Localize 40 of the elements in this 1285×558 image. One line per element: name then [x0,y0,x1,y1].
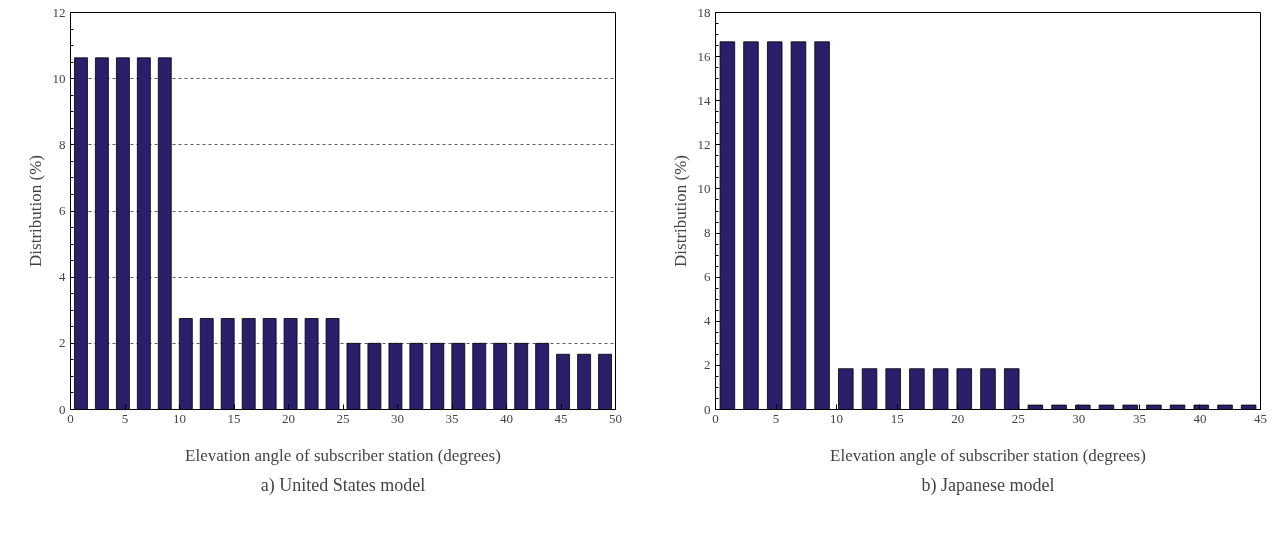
y-axis-title: Distribution (%) [670,155,690,267]
y-tick-label: 12 [697,136,711,152]
y-tick-label: 2 [704,357,711,373]
x-tick-label: 45 [554,410,568,426]
y-tick-label: 6 [59,203,66,218]
x-tick-label: 30 [391,410,404,426]
y-tick-label: 10 [52,70,66,86]
x-tick-label: 15 [890,410,904,426]
y-axis-title: Distribution (%) [25,155,45,267]
x-tick-label: 15 [227,410,241,426]
x-tick-label: 10 [173,410,186,426]
x-tick-label: 5 [772,410,780,426]
y-tick-label: 8 [59,136,66,152]
x-tick-label: 25 [336,410,350,426]
y-tick-label: 14 [697,92,711,108]
x-tick-label: 10 [830,410,844,426]
text: a) United States model [260,474,426,496]
y-tick-label: 16 [697,48,711,64]
y-tick-label: 4 [704,313,711,329]
y-tick-label: 12 [52,4,66,20]
x-tick-label: 45 [1254,410,1267,426]
x-tick-label: 50 [609,410,622,426]
x-tick-label: 40 [500,410,513,426]
x-axis-title: Elevation angle of subscriber station (degrees) [185,445,501,465]
x-tick-label: 20 [951,410,965,426]
y-tick-label: 6 [704,269,711,285]
x-tick-label: 25 [1011,410,1025,426]
x-tick-label: 5 [121,410,129,426]
x-tick-label: 40 [1193,410,1207,426]
y-tick-label: 10 [697,180,711,196]
text: b) Japanese model [921,474,1055,496]
y-tick-label: 8 [704,225,711,241]
x-tick-label: 30 [1072,410,1086,426]
x-axis-title: Elevation angle of subscriber station (degrees) [830,445,1146,465]
x-tick-label: 35 [1132,410,1146,426]
y-tick-label: 18 [697,4,711,20]
x-tick-label: 35 [445,410,459,426]
y-tick-label: 2 [59,335,66,351]
y-tick-label: 4 [59,269,66,285]
x-tick-label: 20 [282,410,295,426]
